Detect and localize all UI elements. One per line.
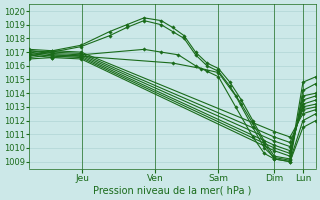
X-axis label: Pression niveau de la mer( hPa ): Pression niveau de la mer( hPa ) (93, 186, 252, 196)
